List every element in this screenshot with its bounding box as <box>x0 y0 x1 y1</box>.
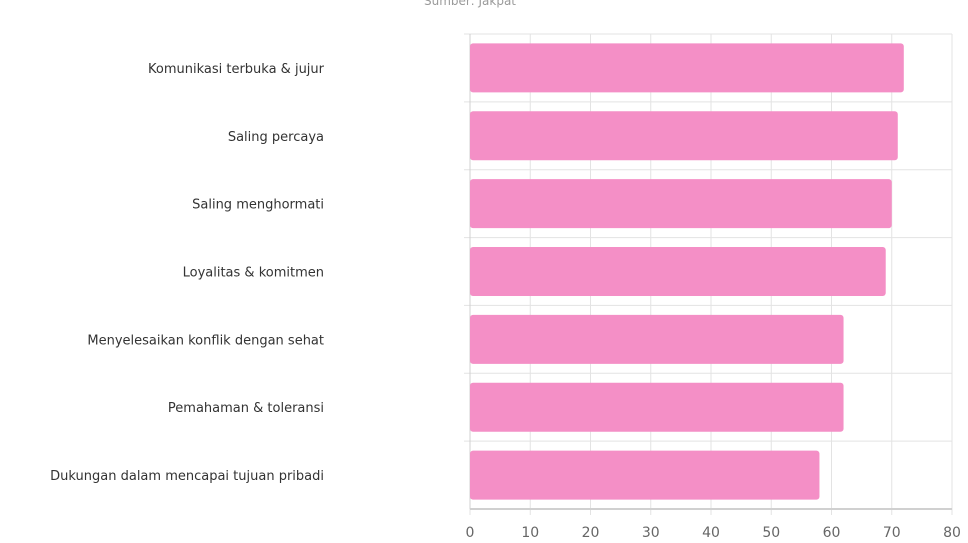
x-tick-label: 20 <box>582 525 600 541</box>
bar <box>470 111 898 161</box>
x-tick-label: 40 <box>702 525 720 541</box>
x-tick-label: 60 <box>823 525 841 541</box>
bar <box>470 382 844 432</box>
category-label: Dukungan dalam mencapai tujuan pribadi <box>50 469 324 484</box>
x-tick-label: 0 <box>466 525 475 541</box>
category-label: Loyalitas & komitmen <box>183 266 324 281</box>
x-tick-label: 70 <box>883 525 901 541</box>
category-label: Komunikasi terbuka & jujur <box>148 62 325 77</box>
x-tick-label: 80 <box>943 525 961 541</box>
x-tick-label: 10 <box>521 525 539 541</box>
category-label: Saling menghormati <box>192 198 324 213</box>
category-label: Menyelesaikan konflik dengan sehat <box>87 333 324 348</box>
bar <box>470 314 844 364</box>
category-label: Saling percaya <box>228 130 324 145</box>
chart-source: Sumber: Jakpat <box>424 0 517 8</box>
bar <box>470 179 892 229</box>
category-label: Pemahaman & toleransi <box>168 401 324 416</box>
bar <box>470 43 904 93</box>
x-tick-label: 30 <box>642 525 660 541</box>
x-tick-label: 50 <box>762 525 780 541</box>
bar <box>470 247 886 296</box>
bar <box>470 450 820 500</box>
